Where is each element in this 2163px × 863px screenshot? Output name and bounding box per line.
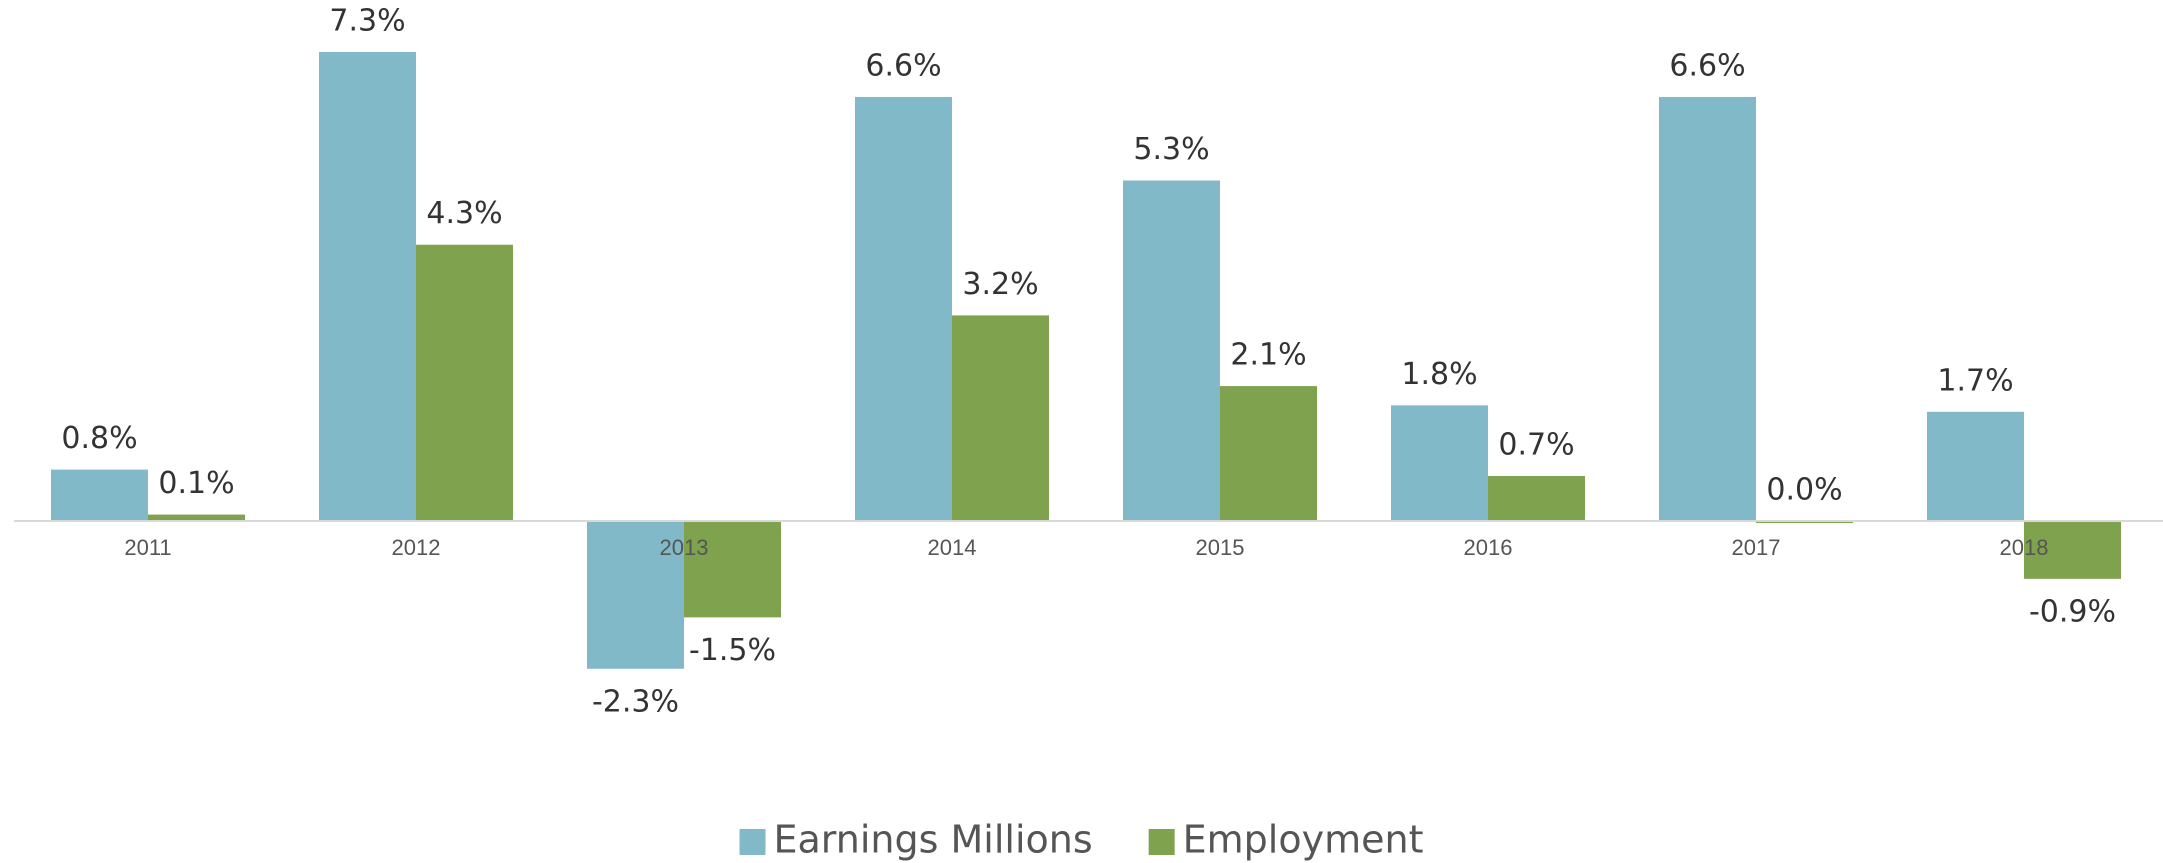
x-tick-label: 2015 [1196,535,1245,560]
x-tick-label: 2017 [1732,535,1781,560]
x-tick-label: 2018 [2000,535,2049,560]
bar [1220,386,1317,521]
bar [855,96,952,522]
value-label: 3.2% [962,267,1038,302]
bar [319,52,416,521]
value-label: 5.3% [1133,132,1209,167]
value-label: 2.1% [1230,338,1306,373]
value-label: -2.3% [592,684,679,719]
value-label: 4.3% [426,196,502,231]
value-label: 0.1% [158,466,234,501]
bar [416,244,513,521]
x-tick-label: 2013 [660,535,709,560]
bar [587,521,684,669]
legend-swatch [1148,829,1175,855]
value-label: 0.0% [1766,473,1842,508]
bar [952,315,1049,521]
value-label: 1.8% [1401,357,1477,392]
x-tick-label: 2011 [124,535,171,560]
bar [148,514,245,521]
value-label: 6.6% [1669,48,1745,83]
bar [2024,521,2121,579]
bar [1927,411,2024,521]
value-label: -1.5% [689,633,776,668]
bar [1488,476,1585,521]
x-tick-label: 2012 [392,535,441,560]
legend-swatch [739,829,766,855]
value-label: -0.9% [2029,594,2116,629]
bar [51,469,148,521]
value-label: 7.3% [329,4,405,39]
value-label: 0.7% [1498,428,1574,463]
legend-label: Employment [1183,818,1424,862]
value-label: 6.6% [865,48,941,83]
bar [1123,180,1220,521]
x-tick-label: 2016 [1464,535,1513,560]
value-label: 0.8% [61,421,137,456]
value-label: 1.7% [1937,363,2013,398]
bar [1391,405,1488,521]
bar [684,521,781,618]
bar [1659,96,1756,522]
x-tick-label: 2014 [928,535,977,560]
legend-label: Earnings Millions [774,818,1093,862]
